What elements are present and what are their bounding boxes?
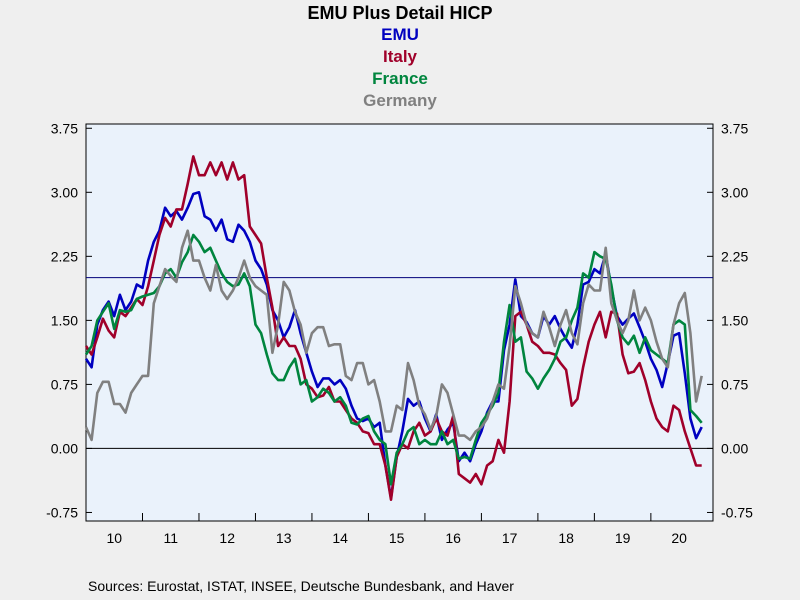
x-tick-label: 18 (558, 530, 574, 546)
chart-title: EMU Plus Detail HICP (307, 3, 492, 23)
y-tick-label-left: 2.25 (51, 248, 78, 264)
x-tick-label: 20 (671, 530, 687, 546)
legend-france: France (372, 69, 428, 88)
x-tick-label: 19 (615, 530, 631, 546)
y-tick-label-left: 0.00 (51, 440, 78, 456)
y-tick-label-left: 3.75 (51, 120, 78, 136)
series-line-germany (84, 229, 703, 442)
y-tick-label-right: 0.75 (721, 376, 748, 392)
x-tick-label: 12 (219, 530, 235, 546)
axes-layer: -0.75 -0.75 0.00 0.00 0.75 0.75 1.50 1.50 2.25 2.… (46, 120, 753, 546)
source-note: Sources: Eurostat, ISTAT, INSEE, Deutsch… (88, 578, 514, 594)
y-tick-label-left: 3.00 (51, 184, 78, 200)
y-tick-label-right: 1.50 (721, 312, 748, 328)
series-line-italy (84, 155, 702, 501)
legend-italy: Italy (383, 47, 418, 66)
x-tick-label: 10 (106, 530, 122, 546)
x-tick-label: 17 (502, 530, 518, 546)
x-tick-label: 16 (445, 530, 461, 546)
y-tick-label-right: -0.75 (721, 504, 753, 520)
x-tick-label: 14 (332, 530, 348, 546)
x-tick-label: 11 (163, 530, 178, 546)
y-tick-label-left: 1.50 (51, 312, 78, 328)
y-tick-label-right: 2.25 (721, 248, 748, 264)
y-tick-label-left: 0.75 (51, 376, 78, 392)
chart-title-group: EMU Plus Detail HICP EMU Italy France Ge… (307, 3, 492, 110)
series-line-france (84, 233, 703, 486)
y-tick-label-left: -0.75 (46, 504, 78, 520)
y-tick-label-right: 3.75 (721, 120, 748, 136)
series-layer (84, 155, 703, 501)
x-tick-label: 13 (276, 530, 292, 546)
x-tick-label: 15 (389, 530, 405, 546)
legend-germany: Germany (363, 91, 437, 110)
legend-emu: EMU (381, 25, 419, 44)
y-tick-label-right: 0.00 (721, 440, 748, 456)
y-tick-label-right: 3.00 (721, 184, 748, 200)
